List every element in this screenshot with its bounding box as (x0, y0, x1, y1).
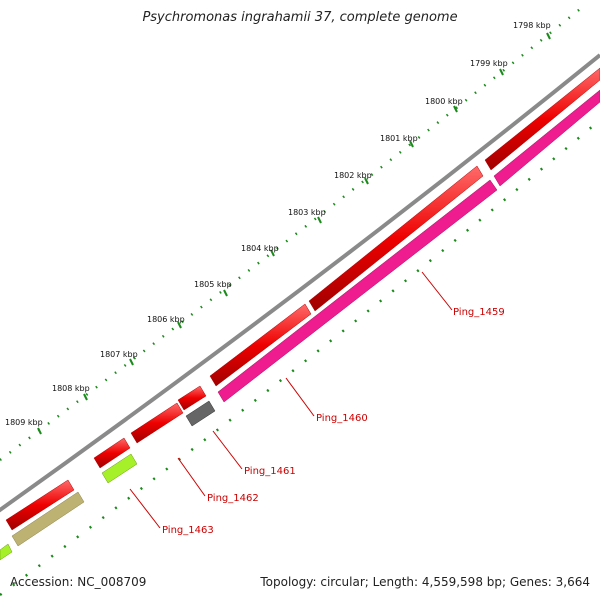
kbp-label: 1803 kbp (288, 208, 326, 217)
kbp-label: 1799 kbp (470, 59, 508, 68)
kbp-label: 1808 kbp (52, 384, 90, 393)
gene-arrow (209, 303, 312, 387)
genome-backbone (0, 53, 600, 513)
kbp-label: 1798 kbp (513, 21, 551, 30)
gene-arrow (5, 479, 75, 531)
gene-arrow (217, 179, 498, 403)
kbp-major-ticks (37, 32, 551, 435)
topology-summary: Topology: circular; Length: 4,559,598 bp… (260, 575, 590, 589)
gene-arrow (0, 543, 13, 561)
gene-labels: Ping_1459 Ping_1460 Ping_1461 Ping_1462 … (162, 307, 505, 536)
kbp-label: 1805 kbp (194, 280, 232, 289)
gene-arrow (177, 385, 207, 411)
gene-arrow (484, 67, 600, 171)
gene-arrow (11, 491, 85, 547)
kbp-label: 1802 kbp (334, 171, 372, 180)
gene-label-leaders (129, 271, 453, 529)
kbp-label: 1809 kbp (5, 418, 43, 427)
gene-label[interactable]: Ping_1460 (316, 413, 368, 424)
kbp-scale-ring (0, 4, 586, 461)
map-title: Psychromonas ingrahamii 37, complete gen… (142, 10, 458, 25)
gene-arrow (493, 89, 600, 187)
accession-text: Accession: NC_008709 (10, 575, 147, 589)
gene-arrow (185, 400, 216, 427)
gene-label[interactable]: Ping_1462 (207, 493, 259, 504)
kbp-label: 1800 kbp (425, 97, 463, 106)
gene-arrow (130, 402, 184, 444)
gene-arrow (93, 437, 131, 469)
gene-label[interactable]: Ping_1459 (453, 307, 505, 318)
gene-label[interactable]: Ping_1461 (244, 466, 296, 477)
forward-strand-genes (5, 67, 600, 531)
kbp-labels: 1798 kbp 1799 kbp 1800 kbp 1801 kbp 1802… (5, 21, 551, 427)
kbp-label: 1807 kbp (100, 350, 138, 359)
inner-tick-ring (0, 119, 600, 597)
kbp-label: 1806 kbp (147, 315, 185, 324)
kbp-label: 1801 kbp (380, 134, 418, 143)
kbp-label: 1804 kbp (241, 244, 279, 253)
gene-label[interactable]: Ping_1463 (162, 525, 214, 536)
gene-arrow (308, 165, 484, 312)
gene-arrow (101, 453, 138, 484)
reverse-strand-genes (0, 89, 600, 561)
